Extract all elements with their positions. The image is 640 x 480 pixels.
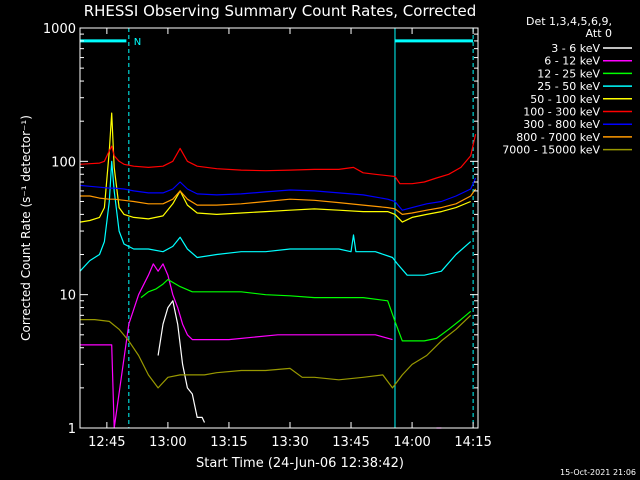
y-tick-label-3: 1000 (43, 22, 76, 37)
series-line-0 (157, 300, 206, 423)
legend-label-1: 6 - 12 keV (544, 55, 600, 68)
generation-timestamp: 15-Oct-2021 21:06 (560, 468, 636, 477)
series-line-6 (79, 177, 477, 211)
x-tick-label-6: 14:15 (454, 435, 491, 450)
x-tick-label-1: 13:00 (149, 435, 186, 450)
legend-label-5: 100 - 300 keV (523, 106, 600, 119)
x-tick-label-4: 13:45 (332, 435, 369, 450)
plot-frame (79, 27, 479, 429)
legend-label-6: 300 - 800 keV (523, 118, 600, 131)
legend-label-2: 12 - 25 keV (537, 67, 600, 80)
legend-header-1: Att 0 (586, 27, 612, 40)
x-tick-label-5: 14:00 (393, 435, 430, 450)
x-tick-label-0: 12:45 (88, 435, 125, 450)
y-tick-label-2: 100 (51, 155, 76, 170)
series-line-5 (79, 133, 477, 185)
legend-label-7: 800 - 7000 keV (516, 131, 600, 144)
legend-label-8: 7000 - 15000 keV (502, 144, 600, 157)
legend-label-3: 25 - 50 keV (537, 80, 600, 93)
x-tick-label-3: 13:30 (271, 435, 308, 450)
series-line-2 (140, 278, 472, 342)
series-line-4 (79, 112, 471, 223)
legend-label-4: 50 - 100 keV (530, 93, 600, 106)
x-tick-label-2: 13:15 (210, 435, 247, 450)
y-tick-label-0: 1 (68, 422, 76, 437)
series-line-7 (80, 188, 477, 215)
axis-ticks: 12:45 13:00 13:15 13:30 13:45 14:00 14:15 1 10 10… (43, 22, 492, 450)
series-line-8 (80, 314, 472, 389)
y-axis-label: Corrected Count Rate (s⁻¹ detector⁻¹) (19, 115, 33, 341)
y-tick-label-1: 10 (59, 289, 76, 304)
legend-label-0: 3 - 6 keV (551, 42, 600, 55)
x-axis-label: Start Time (24-Jun-06 12:38:42) (196, 456, 404, 471)
chart-title: RHESSI Observing Summary Count Rates, Co… (84, 2, 477, 20)
legend-header-0: Det 1,3,4,5,6,9, (526, 15, 612, 28)
bar-label: N (134, 37, 141, 48)
series-line-3 (79, 160, 472, 276)
